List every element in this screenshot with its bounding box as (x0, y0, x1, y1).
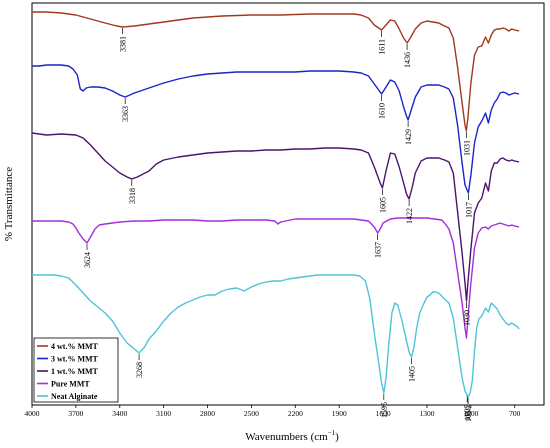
legend: 4 wt.% MMT 3 wt.% MMT 1 wt.% MMT Pure MMT Ne… (33, 337, 119, 403)
series-line-pure-mmt (32, 217, 520, 339)
annotation-label: 1017 (464, 202, 473, 218)
series-line-neat-alginate (32, 274, 520, 398)
legend-label-1-wt-mmt: 1 wt.% MMT (51, 367, 99, 376)
x-tick-label: 1300 (419, 409, 434, 418)
annotation-label: 1019 (464, 406, 473, 422)
x-tick-label: 3700 (68, 409, 83, 418)
legend-label-3-wt-mmt: 3 wt.% MMT (51, 355, 99, 364)
annotation-label: 1405 (408, 366, 417, 382)
x-tick-label: 4000 (25, 409, 40, 418)
annotation-label: 1422 (405, 208, 414, 224)
series-layer (31, 11, 520, 398)
x-axis-title-sup: −1 (328, 429, 336, 437)
annotation-label: 1429 (404, 129, 413, 145)
annotation-label: 1436 (403, 52, 412, 68)
annotation-label: 3624 (83, 252, 92, 268)
series-line-3-wt-mmt (32, 64, 520, 194)
annotation-label: 3363 (121, 106, 130, 122)
legend-label-4-wt-mmt: 4 wt.% MMT (51, 342, 99, 351)
annotation-layer: 3381 1611 1436 1031 3363 1610 1429 1017 3318 1605… (83, 28, 473, 422)
x-tick-label: 3100 (156, 409, 171, 418)
x-axis-title-tail: ) (335, 431, 339, 443)
annotation-label: 1031 (462, 140, 471, 156)
series-line-4-wt-mmt (32, 11, 520, 132)
annotation-label: 1595 (380, 402, 389, 418)
series-line-1-wt-mmt (31, 132, 520, 302)
legend-label-neat-alginate: Neat Alginate (51, 392, 98, 401)
annotation-label: 1637 (374, 242, 383, 258)
x-tick-label: 2500 (244, 409, 259, 418)
y-axis-title: % Transmittance (3, 167, 15, 241)
x-tick-label: 1000 (463, 409, 478, 418)
x-axis-ticks: 4000 3700 3400 3100 2800 2500 2200 1900 1600 1300… (25, 405, 521, 418)
legend-label-pure-mmt: Pure MMT (51, 380, 90, 389)
annotation-label: 3318 (128, 188, 137, 204)
x-axis-title: Wavenumbers (cm−1) (245, 429, 339, 443)
x-tick-label: 700 (509, 409, 521, 418)
x-tick-label: 3400 (112, 409, 127, 418)
annotation-label: 1610 (378, 103, 387, 119)
x-tick-label: 1600 (376, 409, 391, 418)
annotation-label: 1030 (462, 310, 471, 326)
legend-box (33, 337, 119, 403)
x-tick-label: 2200 (288, 409, 303, 418)
annotation-label: 3381 (119, 36, 128, 52)
annotation-label: 1025 (463, 404, 472, 420)
x-tick-label: 2800 (200, 409, 215, 418)
x-axis-title-main: Wavenumbers (cm (245, 431, 328, 443)
annotation-label: 3268 (135, 362, 144, 378)
x-tick-label: 1900 (332, 409, 347, 418)
annotation-label: 1611 (377, 39, 386, 55)
annotation-label: 1605 (378, 197, 387, 213)
